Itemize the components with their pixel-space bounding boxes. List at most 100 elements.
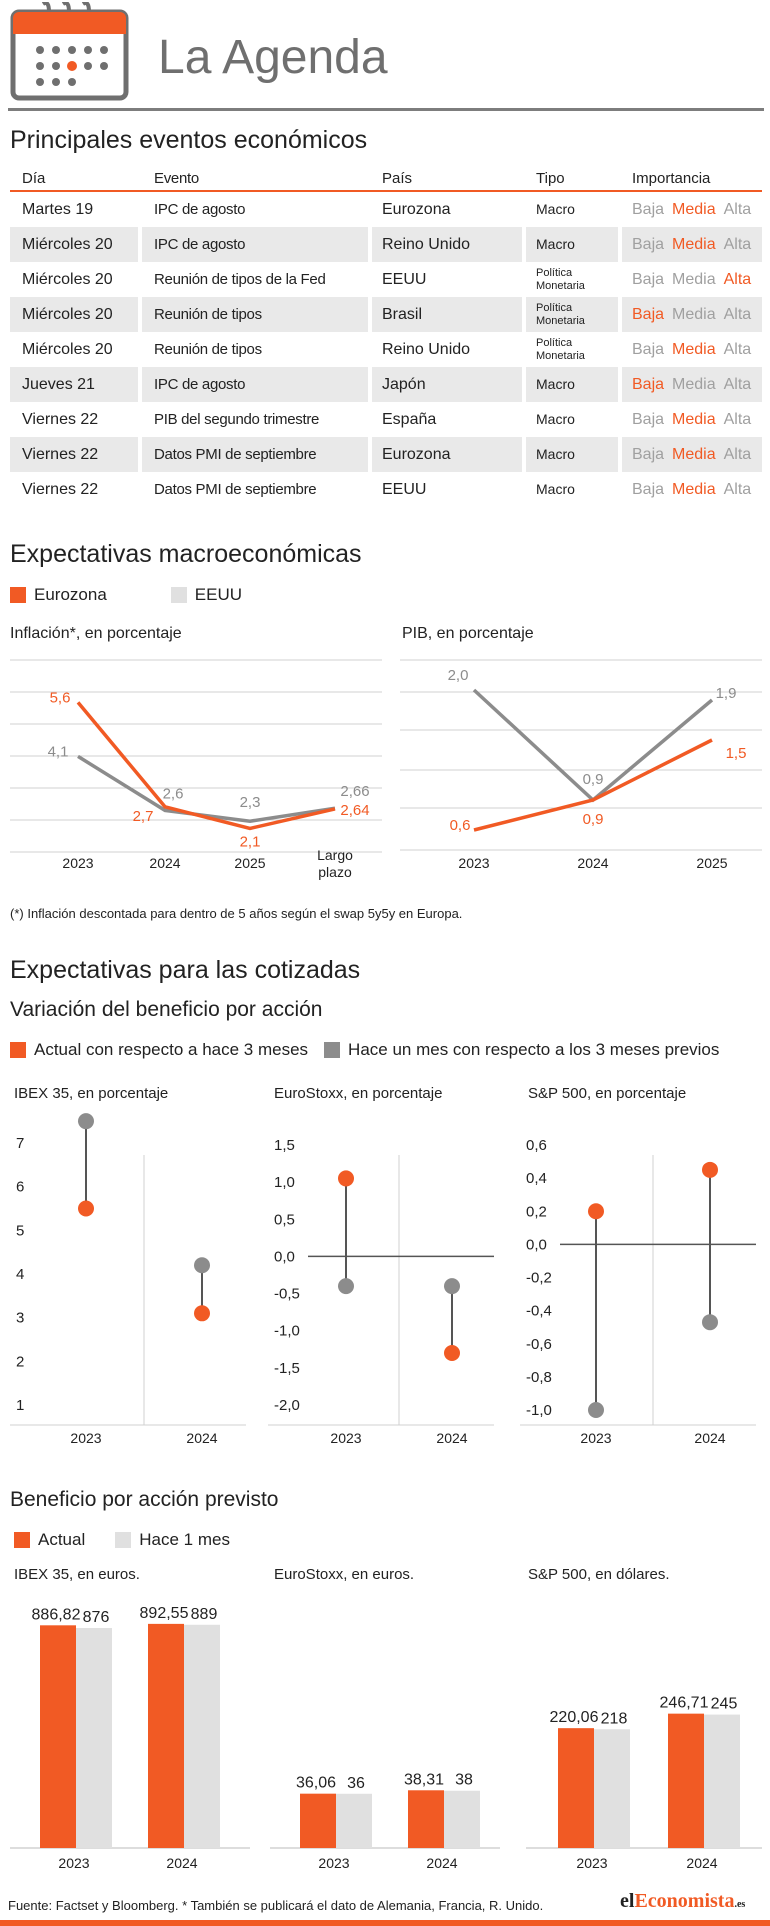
cell-importancia: Baja Media Alta xyxy=(622,481,762,499)
table-row: Viernes 22 Datos PMI de septiembre Eurozon… xyxy=(10,437,762,472)
importance-baja: Baja xyxy=(632,445,665,463)
data-label: 245 xyxy=(711,1696,738,1713)
bar-actual xyxy=(148,1623,184,1848)
x-tick-label: 2023 xyxy=(458,855,489,871)
col-pais: País xyxy=(382,169,413,187)
cotizadas-legend: Actual con respecto a hace 3 meses Hace … xyxy=(10,1040,719,1060)
cell-importancia: Baja Media Alta xyxy=(622,236,762,254)
x-tick-label: 2024 xyxy=(149,855,180,871)
cell-dia: Viernes 22 xyxy=(10,472,142,507)
importance-media: Media xyxy=(672,410,716,428)
y-tick-label: 1 xyxy=(16,1397,24,1414)
cell-evento: IPC de agosto xyxy=(142,367,372,402)
brand-logo: elEconomista.es xyxy=(620,1890,746,1912)
data-label: 2,3 xyxy=(240,794,261,811)
dot-previous xyxy=(702,1314,718,1331)
cell-dia: Viernes 22 xyxy=(10,402,142,437)
cell-pais: Reino Unido xyxy=(372,332,526,367)
table-row: Miércoles 20 IPC de agosto Reino Unido Macr… xyxy=(10,227,762,262)
series-line-eurozona xyxy=(76,701,336,831)
importance-alta: Alta xyxy=(723,340,752,358)
data-label: 38 xyxy=(455,1772,473,1789)
data-label: 36,06 xyxy=(296,1775,336,1792)
inflation-chart: 5,6 2,7 2,1 2,64 4,1 2,6 2,3 2,66 2023 2024 2025 La… xyxy=(10,659,382,880)
importance-baja: Baja xyxy=(632,270,665,288)
x-tick-label: 2024 xyxy=(166,1855,197,1871)
y-tick-label: 0,0 xyxy=(274,1248,295,1265)
table-row: Viernes 22 Datos PMI de septiembre EEUU Mac… xyxy=(10,472,762,507)
sp500-var-title: S&P 500, en porcentaje xyxy=(528,1085,687,1102)
data-label: 5,6 xyxy=(50,689,71,706)
y-tick-label: -1,0 xyxy=(526,1402,552,1419)
data-label: 2,66 xyxy=(340,783,369,800)
cell-pais: Brasil xyxy=(372,297,526,332)
macro-title: Expectativas macroeconómicas xyxy=(10,540,362,568)
importance-alta: Alta xyxy=(723,270,752,288)
legend-swatch-actual-3m xyxy=(10,1042,26,1058)
x-tick-label: 2023 xyxy=(330,1430,361,1446)
y-tick-label: 5 xyxy=(16,1222,24,1239)
legend-eeuu: EEUU xyxy=(194,585,243,604)
bar-actual xyxy=(558,1728,594,1848)
dot-actual xyxy=(338,1170,354,1187)
cell-dia: Miércoles 20 xyxy=(10,262,142,297)
importance-media: Media xyxy=(672,375,716,393)
x-tick-label: 2024 xyxy=(186,1430,217,1446)
legend-actual: Actual xyxy=(38,1530,86,1549)
macro-legend: Eurozona EEUU xyxy=(10,585,242,605)
importance-media: Media xyxy=(672,340,716,358)
y-tick-label: -1,5 xyxy=(274,1360,300,1377)
data-label: 892,55 xyxy=(140,1605,189,1622)
x-tick-label: 2023 xyxy=(576,1855,607,1871)
dot-previous xyxy=(444,1278,460,1295)
table-row: Miércoles 20 Reunión de tipos Reino Unido P… xyxy=(10,332,762,367)
sp500-var-chart: 0,6 0,4 0,2 0,0 -0,2 -0,4 -0,6 -0,8 -1,0 2023 2024 xyxy=(520,1137,756,1446)
dot-actual xyxy=(78,1200,94,1217)
table-row: Viernes 22 PIB del segundo trimestre Españ… xyxy=(10,402,762,437)
cell-evento: Datos PMI de septiembre xyxy=(142,472,372,507)
importance-baja: Baja xyxy=(632,480,665,498)
eurostoxx-var-chart: 1,5 1,0 0,5 0,0 -0,5 -1,0 -1,5 -2,0 2023 2024 xyxy=(268,1137,494,1446)
importance-alta: Alta xyxy=(723,200,752,218)
cotizadas-subtitle: Variación del beneficio por acción xyxy=(10,998,323,1021)
y-tick-label: 3 xyxy=(16,1310,24,1327)
dot-actual xyxy=(444,1345,460,1361)
cell-evento: Reunión de tipos xyxy=(142,297,372,332)
legend-swatch-eurozona xyxy=(10,587,26,603)
cell-evento: Datos PMI de septiembre xyxy=(142,437,372,472)
cell-tipo: Política Monetaria xyxy=(526,297,622,332)
data-label: 1,5 xyxy=(726,745,747,762)
sp500-bpa-chart: 220,06 218 2023 246,71 245 2024 xyxy=(526,1695,762,1871)
header-divider xyxy=(8,108,764,111)
events-title: Principales eventos económicos xyxy=(10,126,368,154)
dot-previous xyxy=(78,1113,94,1130)
cell-evento: PIB del segundo trimestre xyxy=(142,402,372,437)
dot-actual xyxy=(194,1305,210,1322)
cell-dia: Miércoles 20 xyxy=(10,227,142,262)
gdp-chart: 0,6 0,9 1,5 2,0 0,9 1,9 2023 2024 2025 xyxy=(400,659,762,871)
data-label: 218 xyxy=(601,1710,628,1727)
dot-actual xyxy=(702,1161,718,1178)
data-label: 2,1 xyxy=(240,833,261,850)
cell-pais: EEUU xyxy=(372,262,526,297)
data-label: 0,9 xyxy=(583,771,604,788)
y-tick-label: 1,5 xyxy=(274,1137,295,1154)
x-tick-label: 2025 xyxy=(696,855,727,871)
footer-source: Fuente: Factset y Bloomberg. * También s… xyxy=(8,1898,544,1913)
dot-previous xyxy=(588,1402,604,1418)
importance-media: Media xyxy=(672,235,716,253)
data-label: 4,1 xyxy=(48,743,69,760)
y-tick-label: 0,4 xyxy=(526,1170,547,1187)
events-table: Día Evento País Tipo Importancia Martes … xyxy=(10,166,762,507)
cell-importancia: Baja Media Alta xyxy=(622,411,762,429)
cell-pais: Reino Unido xyxy=(372,227,526,262)
calendar-icon xyxy=(10,2,129,101)
table-row: Jueves 21 IPC de agosto Japón Macro Baja Medi… xyxy=(10,367,762,402)
data-label: 886,82 xyxy=(32,1606,81,1623)
col-dia: Día xyxy=(22,169,46,187)
y-tick-label: -2,0 xyxy=(274,1397,300,1414)
cell-importancia: Baja Media Alta xyxy=(622,201,762,219)
cell-dia: Miércoles 20 xyxy=(10,332,142,367)
cell-pais: EEUU xyxy=(372,472,526,507)
cell-evento: IPC de agosto xyxy=(142,192,372,227)
